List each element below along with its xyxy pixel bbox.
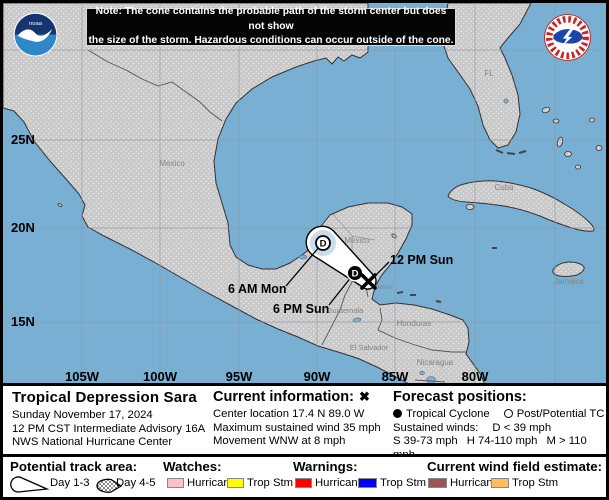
label-jamaica: Jamaica <box>554 277 584 286</box>
max-sustained-wind: Maximum sustained wind 35 mph <box>213 421 381 434</box>
wind-field-heading: Current wind field estimate: <box>427 459 603 474</box>
svg-text:D: D <box>352 269 359 280</box>
label-mexico: Mexico <box>159 159 185 168</box>
advisory-date: Sunday November 17, 2024 <box>12 409 153 421</box>
label-12pm-sun: 12 PM Sun <box>390 253 453 267</box>
potential-track-heading: Potential track area: <box>10 459 138 474</box>
current-position-x-icon <box>360 273 377 290</box>
day45-label: Day 4-5 <box>116 477 156 489</box>
hurricane-warning-swatch <box>295 478 312 488</box>
cone-day13-icon <box>10 476 50 493</box>
wind-category-h: H 74-110 mph <box>466 435 538 448</box>
lon-label-90w: 90W <box>304 369 331 383</box>
post-potential-label: Post/Potential TC <box>516 408 605 420</box>
marker-key-line: Tropical Cyclone Post/Potential TC <box>393 408 606 422</box>
state-borders <box>332 213 376 252</box>
hurricane-watch-label: Hurricane <box>187 477 236 489</box>
lat-label-25n: 25N <box>11 132 35 147</box>
trop-stm-warning-label: Trop Stm <box>380 477 427 489</box>
note-line-2: the size of the storm. Hazardous conditi… <box>88 35 454 47</box>
warnings-heading: Warnings: <box>293 459 358 474</box>
lat-label-15n: 15N <box>11 314 35 329</box>
post-potential-ring-icon <box>503 409 513 418</box>
center-location: Center location 17.4 N 89.0 W <box>213 408 365 420</box>
note-line-1: Note: The cone contains the probable pat… <box>95 5 447 32</box>
current-info-heading: Current information: ✖ <box>213 389 381 405</box>
label-belize: Belize <box>375 284 393 291</box>
day13-label: Day 1-3 <box>50 477 90 489</box>
small-island-dashes <box>396 149 527 303</box>
watches-heading: Watches: <box>163 459 222 474</box>
label-fl: FL <box>484 69 494 78</box>
current-info-panel: Current information: ✖ Center location 17… <box>213 389 381 449</box>
trop-stm-wind-field-swatch <box>491 478 509 488</box>
nws-logo-icon <box>544 14 591 66</box>
lakes <box>298 98 509 383</box>
forecast-positions-heading: Forecast positions: <box>393 389 527 405</box>
lon-label-85w: 85W <box>382 369 409 383</box>
advisory-number: 12 PM CST Intermediate Advisory 16A <box>12 422 206 435</box>
cone-note-banner: Note: The cone contains the probable pat… <box>86 5 456 47</box>
hurricane-warning-label: Hurricane <box>315 477 364 489</box>
label-mexico-yucatan: Mexico <box>344 236 370 245</box>
label-honduras: Honduras <box>397 319 432 328</box>
current-position-x-icon-small: ✖ <box>358 389 370 404</box>
graticule-labels: 25N 20N 15N 105W 100W 95W 90W 85W 80W <box>11 132 489 383</box>
land-florida <box>441 3 532 149</box>
marker-6pm-sun: D <box>346 264 364 282</box>
storm-title: Tropical Depression Sara <box>12 389 197 406</box>
label-6am-mon: 6 AM Mon <box>228 282 287 296</box>
movement: Movement WNW at 8 mph <box>213 435 346 448</box>
label-el-salvador: El Salvador <box>350 343 389 352</box>
hurricane-wind-field-label: Hurricane <box>450 477 499 489</box>
lon-label-105w: 105W <box>65 369 100 383</box>
svg-text:D: D <box>320 239 327 250</box>
storm-id-panel: Tropical Depression Sara Sunday November… <box>12 389 205 450</box>
noaa-logo-icon: noaa <box>13 12 58 62</box>
trop-stm-watch-swatch <box>227 478 244 488</box>
label-cuba: Cuba <box>494 183 514 192</box>
tropical-cyclone-dot-icon <box>393 409 402 418</box>
advisory-info-row: Tropical Depression Sara Sunday November… <box>3 383 606 461</box>
label-nicaragua: Nicaragua <box>417 358 454 367</box>
trop-stm-wind-field-label: Trop Stm <box>512 477 559 489</box>
land-bahamas <box>57 106 603 239</box>
trop-stm-warning-swatch <box>358 478 377 488</box>
marker-6am-mon: D <box>315 235 331 251</box>
wind-category-s: S 39-73 mph <box>393 435 458 448</box>
track-time-labels: 6 AM Mon 6 PM Sun 12 PM Sun <box>228 253 453 316</box>
wind-category-d: D < 39 mph <box>492 421 552 434</box>
land-jamaica <box>552 261 585 277</box>
svg-text:noaa: noaa <box>29 21 43 27</box>
legend-row: Potential track area: Day 1-3 Day 4-5 Wa… <box>3 454 606 495</box>
tropical-cyclone-label: Tropical Cyclone <box>406 408 490 420</box>
lat-label-20n: 20N <box>11 220 35 235</box>
forecast-positions-panel: Forecast positions: Tropical Cyclone Post… <box>393 389 606 462</box>
hurricane-wind-field-swatch <box>428 478 447 488</box>
lon-label-100w: 100W <box>143 369 178 383</box>
map-area: Mexico Mexico FL Cuba Jamaica Guatemala … <box>3 3 606 383</box>
label-guatemala: Guatemala <box>327 306 365 315</box>
lon-label-80w: 80W <box>462 369 489 383</box>
current-info-heading-text: Current information: <box>213 389 354 405</box>
place-labels: Mexico Mexico FL Cuba Jamaica Guatemala … <box>159 69 584 367</box>
sustained-winds-label: Sustained winds: <box>393 421 479 434</box>
hurricane-watch-swatch <box>167 478 184 488</box>
cone-day45-icon <box>96 478 123 493</box>
lon-label-95w: 95W <box>226 369 253 383</box>
graticule <box>3 3 606 383</box>
issuing-agency: NWS National Hurricane Center <box>12 436 173 449</box>
land-isle-of-youth <box>465 203 475 210</box>
label-6pm-sun: 6 PM Sun <box>273 302 329 316</box>
basemap-svg: Mexico Mexico FL Cuba Jamaica Guatemala … <box>3 3 606 383</box>
sustained-winds-line: Sustained winds: D < 39 mph <box>393 422 606 436</box>
trop-stm-watch-label: Trop Stm <box>247 477 294 489</box>
